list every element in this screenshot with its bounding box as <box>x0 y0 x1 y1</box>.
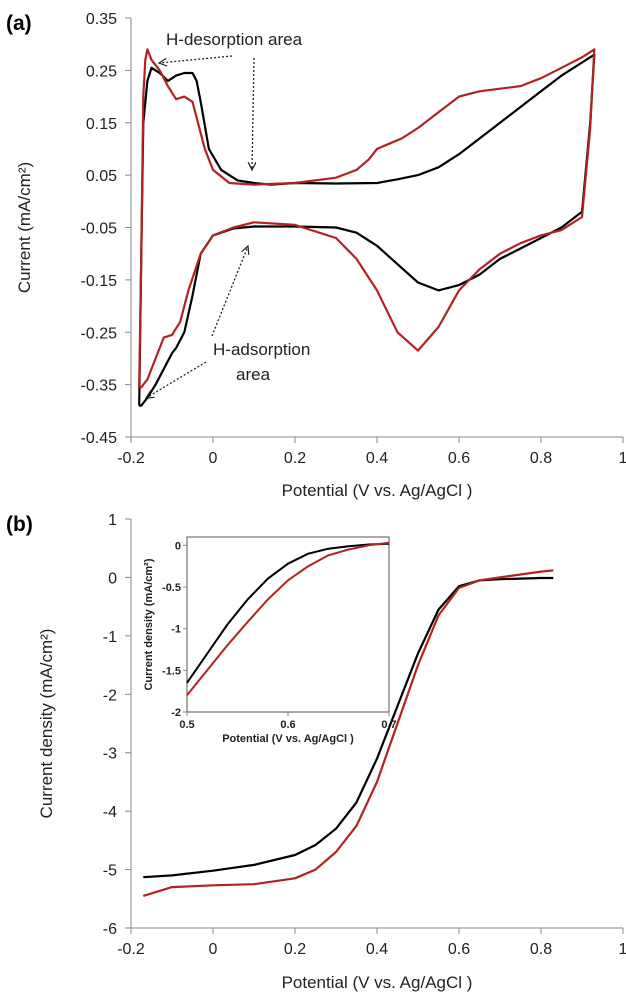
chart-b-inset-x-tick-label: 0.7 <box>381 719 396 731</box>
chart-a-y-tick-label: 0.25 <box>86 63 117 80</box>
chart-b-y-tick-label: -6 <box>103 921 117 938</box>
chart-b-series-red-line <box>142 569 554 897</box>
chart-a-y-tick-label: 0.05 <box>86 168 117 185</box>
chart-a-x-tick-label: 0.4 <box>366 450 388 467</box>
chart-b-inset-series-red-line <box>186 541 390 696</box>
chart-a-annotation-adsorption: H-adsorption <box>213 340 310 359</box>
chart-b-inset-y-axis-label: Current density (mA/cm²) <box>143 558 155 690</box>
chart-b-inset: 0.5 0.6 0.7 -2 -1.5 -1 -0.5 0 Potential (V vs. A… <box>143 536 397 745</box>
chart-b-x-tick-label: 0.2 <box>284 941 306 958</box>
chart-b-x-tick-label: 0.6 <box>448 941 470 958</box>
chart-b-y-tick-label: -4 <box>103 804 117 821</box>
chart-a-y-tick-label: -0.05 <box>81 221 118 238</box>
chart-b-x-tick-label: -0.2 <box>117 941 145 958</box>
chart-b-inset-x-tick-label: 0.5 <box>179 719 194 731</box>
chart-a-y-tick-label: 0.15 <box>86 116 117 133</box>
chart-b-inset-y-tick-label: -2 <box>171 707 181 719</box>
chart-b-y-tick-label: 0 <box>108 570 117 587</box>
chart-a-x-tick-label: 0.6 <box>448 450 470 467</box>
chart-a-arrow-desorption-left <box>159 55 233 63</box>
chart-b-series-black-line <box>143 576 554 879</box>
chart-a-y-tick-label: -0.35 <box>81 378 118 395</box>
chart-b: (b) -0.2 0 0.2 0.4 0.6 0.8 1 -6 -5 -4 -3 -2 -1 0 1 Poten… <box>6 512 626 992</box>
chart-b-inset-y-tick-label: -1.5 <box>162 665 181 677</box>
chart-a-x-tick-label: 0.2 <box>284 450 306 467</box>
chart-b-x-tick-label: 0.4 <box>366 941 388 958</box>
chart-b-inset-y-tick-label: -1 <box>171 624 181 636</box>
chart-b-x-tick-label: 0.8 <box>530 941 552 958</box>
chart-a-x-tick-label: 0.8 <box>530 450 552 467</box>
chart-a-panel-label: (a) <box>6 12 32 35</box>
chart-a-x-tick-label: -0.2 <box>117 450 145 467</box>
chart-a-y-tick-label: -0.45 <box>81 430 118 447</box>
chart-b-inset-y-tick-label: -0.5 <box>162 582 181 594</box>
chart-b-inset-x-axis-label: Potential (V vs. Ag/AgCl ) <box>222 733 354 745</box>
chart-b-inset-frame <box>186 536 390 713</box>
chart-a-x-axis-label: Potential (V vs. Ag/AgCl ) <box>282 481 473 500</box>
chart-b-x-tick-label: 0 <box>209 941 218 958</box>
chart-a-arrow-desorption-down <box>252 57 254 170</box>
chart-a-x-tick-label: 1 <box>619 450 626 467</box>
chart-b-y-tick-label: -1 <box>103 629 117 646</box>
chart-a-series-black-line <box>138 53 596 407</box>
chart-a-y-tick-label: 0.35 <box>86 11 117 28</box>
chart-b-inset-y-tick-label: 0 <box>175 540 181 552</box>
chart-b-inset-series-black-line <box>186 542 390 684</box>
chart-a-x-tick-label: 0 <box>209 450 218 467</box>
chart-b-y-axis-label: Current density (mA/cm²) <box>37 629 56 819</box>
chart-a-y-tick-label: -0.25 <box>81 325 118 342</box>
chart-a-series-red-line <box>138 48 596 389</box>
chart-b-x-tick-label: 1 <box>619 941 626 958</box>
chart-a-y-axis-label: Current (mA/cm²) <box>15 162 34 293</box>
chart-a-annotation-adsorption-area: area <box>236 365 271 384</box>
chart-a-arrow-adsorption-left <box>146 361 207 398</box>
chart-b-panel-label: (b) <box>6 513 33 536</box>
chart-a-annotation-desorption: H-desorption area <box>166 30 303 49</box>
chart-a-y-tick-label: -0.15 <box>81 273 118 290</box>
chart-b-y-tick-label: -5 <box>103 863 117 880</box>
chart-b-inset-x-tick-label: 0.6 <box>280 719 295 731</box>
chart-b-y-tick-label: -2 <box>103 687 117 704</box>
chart-b-x-axis-label: Potential (V vs. Ag/AgCl ) <box>282 973 473 992</box>
chart-b-y-tick-label: 1 <box>108 512 117 529</box>
chart-b-y-tick-label: -3 <box>103 746 117 763</box>
chart-a-arrow-adsorption-up <box>211 246 248 337</box>
chart-a: (a) -0.2 0 0.2 0.4 0.6 0.8 1 -0.45 -0.35 -0.25 -0.1… <box>6 11 626 500</box>
